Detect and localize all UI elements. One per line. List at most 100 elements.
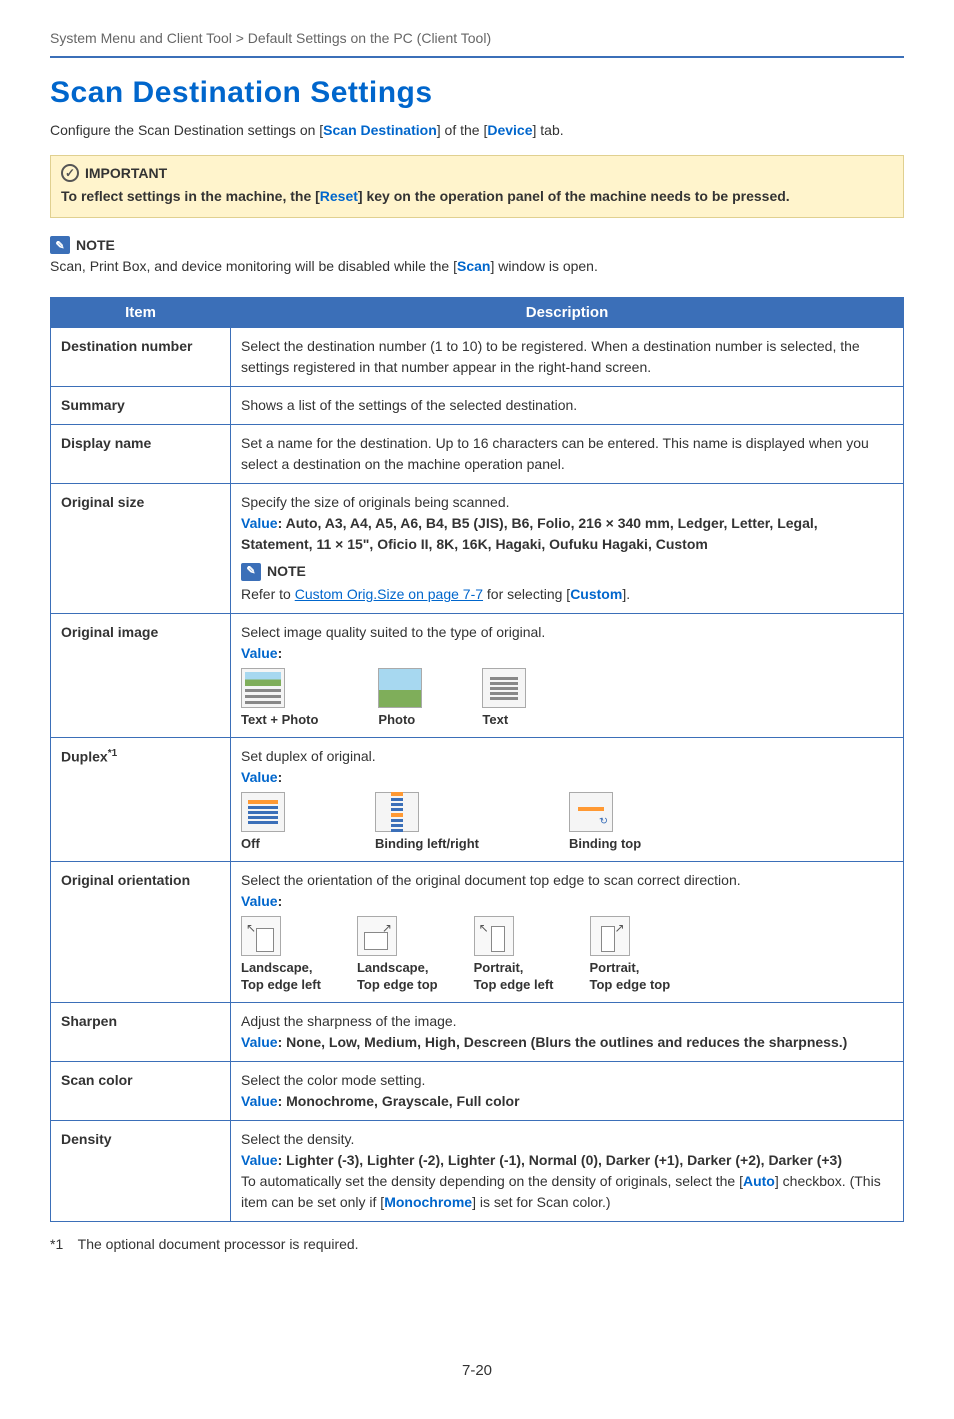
binding-top-icon: ↻	[569, 792, 613, 832]
sharpen-value-label: Value	[241, 1034, 278, 1050]
row-duplex: Duplex*1 Set duplex of original. Value: …	[51, 737, 904, 861]
row-original-orientation: Original orientation Select the orientat…	[51, 861, 904, 1002]
duplex-value-label: Value	[241, 769, 278, 785]
scan-color-value-label: Value	[241, 1093, 278, 1109]
important-post: ] key on the operation panel of the mach…	[358, 188, 790, 204]
sharpen-text: Adjust the sharpness of the image.	[241, 1011, 893, 1032]
orig-size-value-text: : Auto, A3, A4, A5, A6, B4, B5 (JIS), B6…	[241, 515, 818, 552]
important-box: ✓ IMPORTANT To reflect settings in the m…	[50, 155, 904, 218]
desc-orig-size: Specify the size of originals being scan…	[231, 484, 904, 614]
orig-size-note-mid: for selecting [	[483, 586, 570, 602]
landscape-left-icon: ↖	[241, 916, 281, 956]
duplex-off-icon	[241, 792, 285, 832]
desc-orig-image: Select image quality suited to the type …	[231, 614, 904, 738]
custom-orig-size-link[interactable]: Custom Orig.Size on page 7-7	[295, 586, 483, 602]
text-icon	[482, 668, 526, 708]
row-display-name: Display name Set a name for the destinat…	[51, 425, 904, 484]
orig-orient-value-label: Value	[241, 893, 278, 909]
caption-text: Text	[482, 712, 508, 729]
scan-color-text: Select the color mode setting.	[241, 1070, 893, 1091]
desc-sharpen: Adjust the sharpness of the image. Value…	[231, 1002, 904, 1061]
item-orig-size: Original size	[51, 484, 231, 614]
portrait-left-icon: ↖	[474, 916, 514, 956]
row-sharpen: Sharpen Adjust the sharpness of the imag…	[51, 1002, 904, 1061]
breadcrumb: System Menu and Client Tool > Default Se…	[50, 30, 904, 58]
binding-lr-icon	[375, 792, 419, 832]
desc-density: Select the density. Value: Lighter (-3),…	[231, 1120, 904, 1221]
orig-size-note-post: ].	[622, 586, 630, 602]
option-duplex-off: Off	[241, 792, 285, 853]
item-sharpen: Sharpen	[51, 1002, 231, 1061]
row-original-image: Original image Select image quality suit…	[51, 614, 904, 738]
caption-off: Off	[241, 836, 260, 853]
item-dest-num: Destination number	[51, 328, 231, 387]
caption-land-top: Landscape, Top edge top	[357, 960, 438, 994]
item-duplex: Duplex*1	[51, 737, 231, 861]
header-item: Item	[51, 298, 231, 328]
row-original-size: Original size Specify the size of origin…	[51, 484, 904, 614]
row-destination-number: Destination number Select the destinatio…	[51, 328, 904, 387]
note-label: NOTE	[76, 237, 115, 253]
intro-post: ] tab.	[533, 122, 564, 138]
orig-size-note-pre: Refer to	[241, 586, 295, 602]
portrait-top-icon: ↗	[590, 916, 630, 956]
note-block: ✎ NOTE Scan, Print Box, and device monit…	[50, 236, 904, 277]
item-summary: Summary	[51, 387, 231, 425]
item-scan-color: Scan color	[51, 1061, 231, 1120]
scan-color-value-text: : Monochrome, Grayscale, Full color	[278, 1093, 520, 1109]
caption-photo: Photo	[378, 712, 415, 729]
row-density: Density Select the density. Value: Light…	[51, 1120, 904, 1221]
caption-land-left: Landscape, Top edge left	[241, 960, 321, 994]
option-landscape-left: ↖ Landscape, Top edge left	[241, 916, 321, 994]
important-pre: To reflect settings in the machine, the …	[61, 188, 320, 204]
option-portrait-top: ↗ Portrait, Top edge top	[590, 916, 671, 994]
footnote-text: The optional document processor is requi…	[78, 1236, 359, 1252]
desc-duplex: Set duplex of original. Value: Off	[231, 737, 904, 861]
landscape-top-icon: ↗	[357, 916, 397, 956]
desc-scan-color: Select the color mode setting. Value: Mo…	[231, 1061, 904, 1120]
caption-top: Binding top	[569, 836, 641, 853]
orig-image-value-label: Value	[241, 645, 278, 661]
note-icon: ✎	[50, 236, 70, 254]
orig-size-value-label: Value	[241, 515, 278, 531]
row-summary: Summary Shows a list of the settings of …	[51, 387, 904, 425]
reset-key-text: Reset	[320, 188, 358, 204]
footnote: *1 The optional document processor is re…	[50, 1236, 904, 1252]
option-photo: Photo	[378, 668, 422, 729]
orig-size-custom: Custom	[570, 586, 622, 602]
text-photo-icon	[241, 668, 285, 708]
density-value-text: : Lighter (-3), Lighter (-2), Lighter (-…	[278, 1152, 842, 1168]
footnote-num: *1	[50, 1236, 74, 1252]
check-icon: ✓	[61, 164, 79, 182]
caption-text-photo: Text + Photo	[241, 712, 318, 729]
header-description: Description	[231, 298, 904, 328]
device-link[interactable]: Device	[487, 122, 532, 138]
option-binding-lr: Binding left/right	[375, 792, 479, 853]
sharpen-value-text: : None, Low, Medium, High, Descreen (Blu…	[278, 1034, 848, 1050]
orig-orient-text: Select the orientation of the original d…	[241, 870, 893, 891]
intro-pre: Configure the Scan Destination settings …	[50, 122, 323, 138]
orig-size-text: Specify the size of originals being scan…	[241, 492, 893, 513]
density-text: Select the density.	[241, 1129, 893, 1150]
item-display-name: Display name	[51, 425, 231, 484]
intro-text: Configure the Scan Destination settings …	[50, 120, 904, 141]
page-number: 7-20	[50, 1362, 904, 1379]
duplex-text: Set duplex of original.	[241, 746, 893, 767]
note-post: ] window is open.	[490, 258, 597, 274]
row-scan-color: Scan color Select the color mode setting…	[51, 1061, 904, 1120]
desc-orig-orient: Select the orientation of the original d…	[231, 861, 904, 1002]
caption-port-top: Portrait, Top edge top	[590, 960, 671, 994]
option-portrait-left: ↖ Portrait, Top edge left	[474, 916, 554, 994]
duplex-label: Duplex	[61, 749, 108, 765]
desc-display-name: Set a name for the destination. Up to 16…	[231, 425, 904, 484]
option-text-photo: Text + Photo	[241, 668, 318, 729]
page-title: Scan Destination Settings	[50, 76, 904, 110]
density-auto: Auto	[743, 1173, 775, 1189]
caption-port-left: Portrait, Top edge left	[474, 960, 554, 994]
intro-mid: ] of the [	[437, 122, 488, 138]
important-label: IMPORTANT	[85, 165, 167, 181]
scan-destination-link[interactable]: Scan Destination	[323, 122, 437, 138]
note-icon: ✎	[241, 563, 261, 581]
option-text: Text	[482, 668, 526, 729]
photo-icon	[378, 668, 422, 708]
